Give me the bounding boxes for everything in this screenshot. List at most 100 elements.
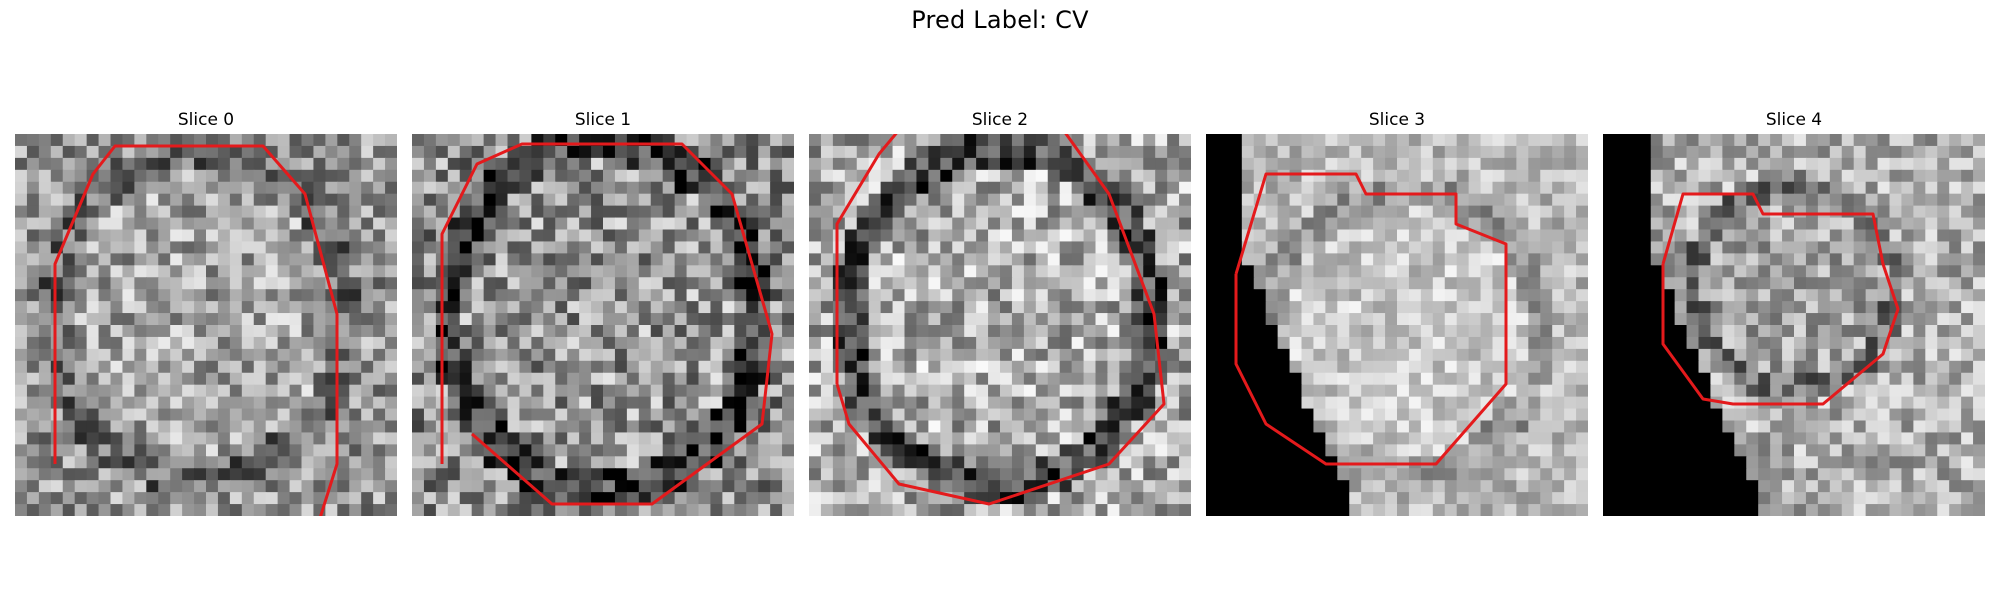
image-pixel bbox=[1313, 289, 1326, 302]
image-pixel bbox=[844, 241, 858, 254]
image-pixel bbox=[868, 313, 882, 326]
image-pixel bbox=[1444, 456, 1458, 469]
image-pixel bbox=[892, 217, 906, 231]
image-pixel bbox=[459, 289, 473, 302]
image-pixel bbox=[988, 348, 1001, 362]
image-pixel bbox=[1710, 157, 1723, 171]
image-pixel bbox=[1253, 265, 1267, 278]
image-pixel bbox=[1361, 348, 1374, 362]
image-pixel bbox=[146, 134, 159, 147]
image-pixel bbox=[1337, 181, 1350, 195]
image-pixel bbox=[1901, 229, 1914, 243]
image-pixel bbox=[1889, 408, 1903, 422]
image-pixel bbox=[1516, 468, 1529, 481]
image-pixel bbox=[483, 134, 497, 147]
image-pixel bbox=[1349, 444, 1362, 457]
image-pixel bbox=[301, 157, 315, 171]
image-pixel bbox=[1000, 348, 1013, 362]
image-pixel bbox=[1011, 205, 1025, 219]
image-pixel bbox=[1841, 408, 1855, 422]
image-pixel bbox=[770, 408, 783, 422]
image-pixel bbox=[1889, 181, 1903, 195]
image-pixel bbox=[435, 157, 449, 171]
image-pixel bbox=[50, 169, 64, 183]
image-pixel bbox=[122, 157, 135, 171]
image-pixel bbox=[1901, 134, 1914, 147]
image-pixel bbox=[15, 504, 28, 516]
image-pixel bbox=[1770, 456, 1783, 469]
image-pixel bbox=[1564, 145, 1577, 159]
image-pixel bbox=[1444, 277, 1458, 290]
image-pixel bbox=[964, 253, 977, 266]
image-pixel bbox=[734, 241, 747, 254]
image-pixel bbox=[38, 456, 52, 469]
image-pixel bbox=[1746, 348, 1759, 362]
image-pixel bbox=[110, 265, 124, 278]
image-pixel bbox=[1095, 336, 1109, 350]
image-pixel bbox=[1000, 408, 1013, 422]
image-pixel bbox=[1805, 301, 1819, 314]
image-pixel bbox=[1504, 241, 1517, 254]
image-pixel bbox=[459, 241, 473, 254]
image-pixel bbox=[1217, 492, 1231, 505]
image-pixel bbox=[1576, 348, 1588, 362]
image-pixel bbox=[928, 432, 941, 445]
image-pixel bbox=[543, 145, 556, 159]
image-pixel bbox=[1710, 420, 1723, 434]
image-pixel bbox=[471, 384, 485, 398]
image-pixel bbox=[1083, 265, 1097, 278]
image-pixel bbox=[1155, 205, 1168, 219]
image-pixel bbox=[217, 432, 231, 445]
image-pixel bbox=[483, 372, 497, 386]
image-pixel bbox=[1047, 384, 1061, 398]
image-pixel bbox=[1564, 336, 1577, 350]
image-pixel bbox=[62, 444, 76, 457]
image-pixel bbox=[662, 372, 676, 386]
image-pixel bbox=[880, 384, 894, 398]
image-pixel bbox=[1794, 456, 1807, 469]
image-pixel bbox=[1626, 313, 1640, 326]
image-pixel bbox=[146, 265, 159, 278]
image-pixel bbox=[1444, 241, 1458, 254]
image-pixel bbox=[686, 265, 700, 278]
image-pixel bbox=[1698, 157, 1712, 171]
image-pixel bbox=[50, 384, 64, 398]
image-pixel bbox=[976, 181, 989, 195]
image-pixel bbox=[555, 432, 568, 445]
image-pixel bbox=[122, 492, 135, 505]
image-pixel bbox=[98, 134, 112, 147]
image-pixel bbox=[1564, 205, 1577, 219]
image-pixel bbox=[217, 468, 231, 481]
image-pixel bbox=[1710, 360, 1723, 374]
image-pixel bbox=[1782, 348, 1795, 362]
image-pixel bbox=[722, 456, 735, 469]
image-pixel bbox=[1325, 301, 1338, 314]
image-pixel bbox=[1841, 420, 1855, 434]
image-pixel bbox=[543, 277, 556, 290]
image-pixel bbox=[495, 456, 509, 469]
image-pixel bbox=[1023, 384, 1037, 398]
image-pixel bbox=[1313, 217, 1326, 231]
image-pixel bbox=[976, 313, 989, 326]
image-pixel bbox=[662, 468, 676, 481]
image-pixel bbox=[579, 253, 592, 266]
image-pixel bbox=[1059, 301, 1073, 314]
image-pixel bbox=[1059, 157, 1073, 171]
image-pixel bbox=[1059, 420, 1073, 434]
image-pixel bbox=[1107, 229, 1120, 243]
image-pixel bbox=[1889, 145, 1903, 159]
image-pixel bbox=[1492, 372, 1506, 386]
image-pixel bbox=[1662, 145, 1676, 159]
image-pixel bbox=[170, 384, 183, 398]
image-pixel bbox=[1746, 134, 1759, 147]
image-pixel bbox=[1901, 265, 1914, 278]
image-pixel bbox=[194, 301, 207, 314]
image-pixel bbox=[1686, 193, 1700, 207]
image-pixel bbox=[1492, 289, 1506, 302]
image-pixel bbox=[1674, 313, 1688, 326]
image-pixel bbox=[1143, 313, 1156, 326]
image-pixel bbox=[349, 313, 362, 326]
image-pixel bbox=[1337, 157, 1350, 171]
image-pixel bbox=[928, 217, 941, 231]
image-pixel bbox=[1540, 444, 1553, 457]
